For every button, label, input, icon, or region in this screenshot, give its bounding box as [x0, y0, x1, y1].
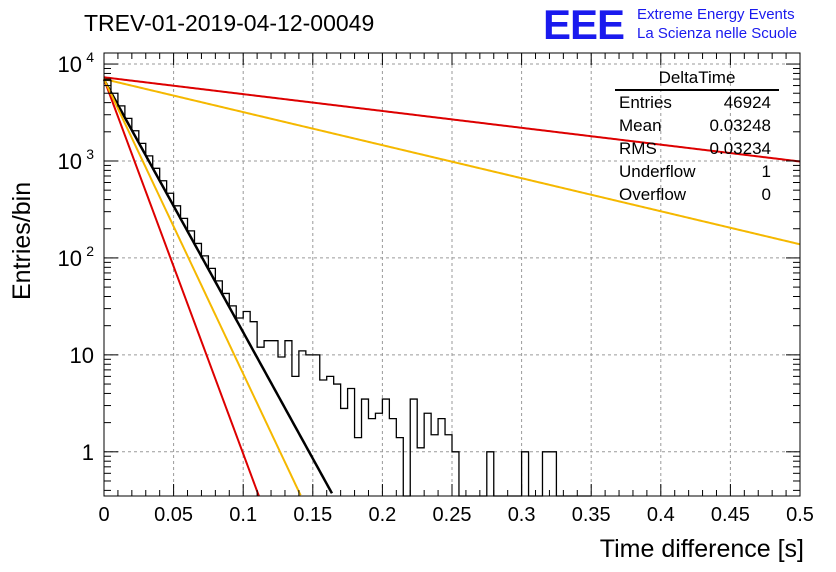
histogram-group	[104, 79, 592, 497]
series-line	[102, 79, 334, 494]
x-tick-label: 0.3	[508, 504, 536, 526]
x-tick-label: 0.2	[368, 504, 396, 526]
y-tick-label: 1	[82, 440, 94, 465]
x-tick-label: 0.35	[572, 504, 611, 526]
y-tick-exponent: 2	[86, 243, 94, 259]
y-tick-label: 10	[58, 149, 82, 174]
stats-title: DeltaTime	[615, 68, 779, 91]
x-tick-label: 0.25	[433, 504, 472, 526]
axes: 0 0.05 0.1 0.15 0.2 0.25 0.3 0.35 0.4 0.45 0.51101…	[58, 49, 814, 526]
x-tick-label: 0.05	[154, 504, 193, 526]
y-axis-label: Entries/bin	[8, 181, 36, 300]
stats-value: 0.03234	[709, 139, 771, 158]
series-line	[103, 78, 260, 497]
stats-row-entries: Entries 46924	[613, 91, 779, 114]
eee-logo: EEE	[543, 1, 625, 48]
x-tick-label: 0.1	[229, 504, 257, 526]
x-tick-label: 0.15	[293, 504, 332, 526]
stats-row-mean: Mean 0.03248	[613, 114, 779, 137]
stats-value: 0	[761, 185, 771, 204]
stats-row-rms: RMS 0.03234	[613, 137, 779, 160]
y-tick-exponent: 4	[86, 49, 94, 65]
series-line	[103, 76, 801, 163]
x-tick-label: 0.4	[647, 504, 675, 526]
y-tick-label: 10	[70, 343, 94, 368]
stats-value: 0.03248	[709, 116, 771, 135]
stats-value: 46924	[723, 93, 771, 112]
series-group	[102, 76, 801, 497]
x-tick-label: 0.5	[786, 504, 814, 526]
series-line	[103, 78, 302, 496]
y-tick-exponent: 3	[86, 146, 94, 162]
y-tick-label: 10	[58, 52, 82, 77]
logo-line2: La Scienza nelle Scuole	[637, 25, 798, 42]
stats-label: Entries	[619, 93, 672, 112]
stats-label: RMS	[619, 139, 657, 158]
stats-label: Mean	[619, 116, 662, 135]
stats-label: Underflow	[619, 162, 696, 181]
stats-box: DeltaTime Entries 46924 Mean 0.03248 RMS…	[613, 68, 779, 206]
x-axis-label: Time difference [s]	[599, 535, 804, 563]
x-tick-label: 0.45	[711, 504, 750, 526]
stats-row-overflow: Overflow 0	[613, 183, 779, 206]
stats-label: Overflow	[619, 185, 687, 204]
logo-line1: Extreme Energy Events	[637, 6, 795, 23]
y-tick-label: 10	[58, 246, 82, 271]
histogram-step	[104, 79, 592, 497]
stats-row-underflow: Underflow 1	[613, 160, 779, 183]
x-tick-label: 0	[98, 504, 109, 526]
series-line	[103, 78, 801, 246]
stats-value: 1	[761, 162, 771, 181]
chart-title: TREV-01-2019-04-12-00049	[84, 10, 375, 36]
